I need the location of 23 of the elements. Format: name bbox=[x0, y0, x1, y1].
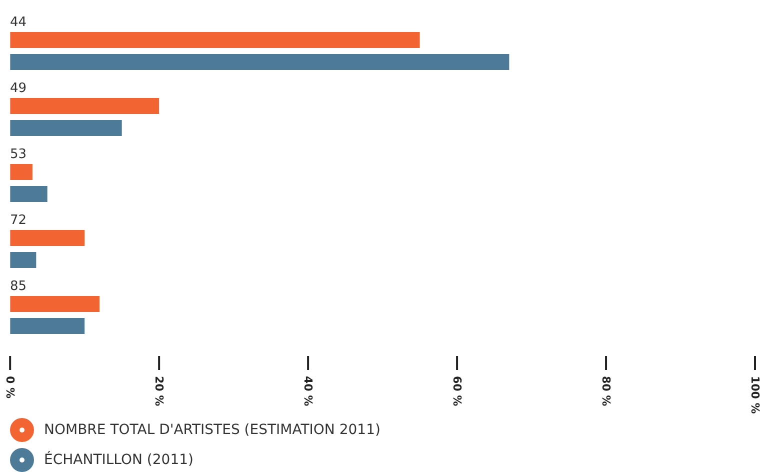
bar bbox=[10, 98, 160, 114]
legend-label: NOMBRE TOTAL D'ARTISTES (ESTIMATION 2011) bbox=[44, 422, 380, 438]
bar bbox=[10, 252, 36, 268]
x-tick-label: 60 % bbox=[450, 376, 464, 406]
bar bbox=[10, 296, 100, 312]
x-tick-label: 80 % bbox=[600, 376, 613, 406]
x-tick-label: 0 % bbox=[4, 376, 17, 399]
bar bbox=[10, 230, 85, 246]
bar bbox=[10, 186, 48, 202]
y-tick-label: 44 bbox=[10, 15, 27, 30]
bar bbox=[10, 32, 420, 48]
y-tick-label: 72 bbox=[10, 213, 27, 228]
bar bbox=[10, 120, 122, 136]
x-tick-label: 100 % bbox=[748, 376, 762, 414]
y-tick-label: 85 bbox=[10, 279, 27, 294]
legend-label: ÉCHANTILLON (2011) bbox=[44, 452, 194, 468]
bar bbox=[10, 164, 32, 180]
bar bbox=[10, 54, 510, 70]
x-tick-label: 40 % bbox=[302, 376, 315, 406]
y-tick-label: 49 bbox=[10, 81, 27, 96]
x-tick-label: 20 % bbox=[152, 376, 166, 406]
bar bbox=[10, 318, 85, 334]
y-tick-label: 53 bbox=[10, 147, 27, 162]
